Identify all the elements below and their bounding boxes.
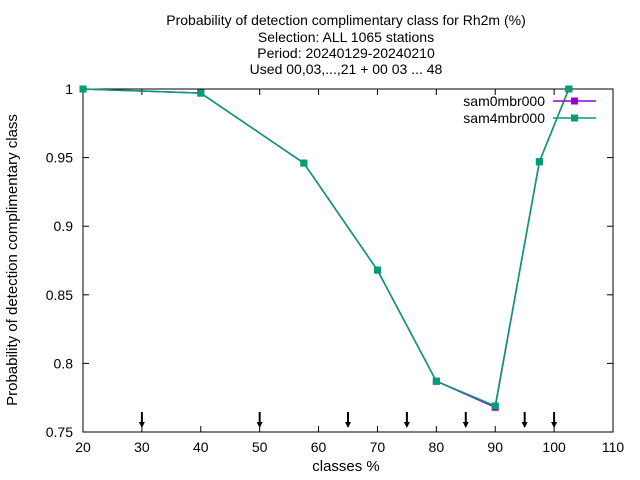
legend-marker <box>571 97 578 105</box>
plot-frame <box>82 88 614 433</box>
x-tick-label: 30 <box>134 439 150 455</box>
chart-title: Probability of detection complimentary c… <box>166 12 525 77</box>
x-tick-label: 100 <box>542 439 566 455</box>
title-line-2: Selection: ALL 1065 stations <box>258 29 434 45</box>
legend-marker <box>571 114 578 122</box>
series-line <box>82 88 570 407</box>
y-tick-label: 0.8 <box>54 355 74 371</box>
class-arrow-head <box>256 422 263 428</box>
bottom-arrows <box>138 412 558 428</box>
data-point <box>79 85 87 93</box>
x-axis-ticks: 20 30 40 50 60 70 80 90 100 110 <box>75 89 624 455</box>
x-tick-label: 70 <box>370 439 386 455</box>
title-line-4: Used 00,03,...,21 + 00 03 ... 48 <box>250 61 443 77</box>
data-point <box>565 85 573 93</box>
y-axis-ticks: 0.75 0.8 0.85 0.9 0.95 1 <box>46 81 613 440</box>
y-axis-label: Probability of detection complimentary c… <box>4 114 21 406</box>
x-tick-label: 40 <box>193 439 209 455</box>
class-arrow-head <box>462 422 469 428</box>
class-arrow-head <box>521 422 528 428</box>
title-line-3: Period: 20240129-20240210 <box>257 45 435 61</box>
y-tick-label: 0.95 <box>46 150 73 166</box>
legend-label: sam0mbr000 <box>463 93 545 109</box>
series-layer <box>79 85 573 411</box>
x-tick-label: 60 <box>311 439 327 455</box>
data-point <box>432 377 440 385</box>
class-arrow-head <box>551 422 558 428</box>
y-tick-label: 0.9 <box>54 218 74 234</box>
class-arrow-head <box>138 422 145 428</box>
class-arrow-head <box>345 422 351 428</box>
data-point <box>535 158 543 166</box>
class-arrow-head <box>403 422 410 428</box>
data-point <box>491 402 499 410</box>
data-point <box>197 89 205 97</box>
data-point <box>300 159 308 167</box>
legend-label: sam4mbr000 <box>463 110 545 126</box>
title-line-1: Probability of detection complimentary c… <box>166 12 525 28</box>
y-tick-label: 1 <box>65 81 73 97</box>
y-tick-label: 0.75 <box>46 424 73 440</box>
series-line <box>82 88 570 409</box>
data-point <box>373 266 381 274</box>
x-tick-label: 90 <box>487 439 503 455</box>
x-tick-label: 110 <box>602 439 625 455</box>
y-tick-label: 0.85 <box>46 287 73 303</box>
x-tick-label: 20 <box>75 439 91 455</box>
x-axis-label: classes % <box>312 458 380 475</box>
x-tick-label: 80 <box>429 439 445 455</box>
x-tick-label: 50 <box>252 439 268 455</box>
